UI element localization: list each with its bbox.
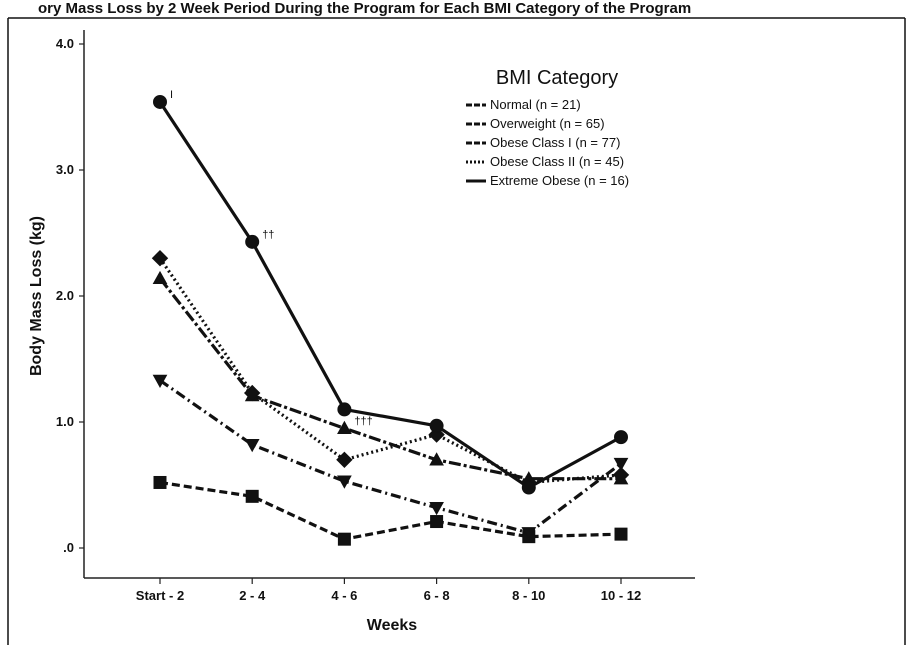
data-point (429, 418, 444, 433)
series-line (158, 277, 621, 481)
y-tick-label: 2.0 (56, 288, 74, 303)
data-point (429, 452, 444, 466)
legend-label: Overweight (n = 65) (490, 116, 605, 131)
data-point (429, 501, 444, 516)
data-point (153, 94, 167, 109)
legend-label: Obese Class I (n = 77) (490, 135, 620, 150)
y-axis-title: Body Mass Loss (kg) (28, 216, 45, 376)
data-point (152, 270, 168, 285)
legend-label: Extreme Obese (n = 16) (490, 173, 629, 188)
data-point (337, 532, 351, 546)
series-group (151, 94, 630, 546)
data-point (521, 527, 537, 541)
series-4 (153, 94, 628, 495)
axes: .0 1.0 2.0 3.0 4.0 Start - 2 2 - 4 4 - 6 6 - 8 8 … (56, 30, 695, 603)
data-point (151, 249, 169, 267)
data-point (243, 384, 261, 402)
data-point (614, 527, 628, 541)
y-tick-label: 3.0 (56, 162, 74, 177)
legend-label: Obese Class II (n = 45) (490, 154, 624, 169)
legend: BMI Category Normal (n = 21) Overweight (… (466, 67, 629, 188)
x-tick-label: 10 - 12 (601, 588, 641, 603)
annotation-label: †† (262, 229, 274, 241)
series-1 (152, 374, 629, 541)
legend-title: BMI Category (496, 67, 618, 89)
x-tick-label: 2 - 4 (239, 588, 266, 603)
chart-frame (7, 17, 906, 645)
data-point (337, 402, 352, 417)
x-tick-label: Start - 2 (136, 588, 184, 603)
data-point (430, 515, 444, 529)
data-point (153, 475, 167, 489)
data-point (244, 438, 260, 453)
x-axis-title: Weeks (367, 617, 418, 634)
data-point (337, 475, 352, 489)
series-line (159, 480, 622, 541)
data-point (614, 430, 628, 445)
data-point (245, 234, 260, 249)
x-tick-label: 4 - 6 (331, 588, 357, 603)
series-3 (151, 249, 630, 491)
series-line (158, 101, 622, 490)
data-point (245, 489, 259, 503)
y-tick-label: .0 (63, 540, 74, 555)
series-line (158, 257, 622, 485)
y-tick-label: 4.0 (56, 36, 74, 51)
data-point (336, 451, 353, 469)
data-point (613, 457, 629, 472)
chart-title: ory Mass Loss by 2 Week Period During th… (38, 0, 691, 17)
x-tick-label: 8 - 10 (512, 588, 545, 603)
annotation-label: I (170, 89, 173, 101)
y-tick-label: 1.0 (56, 414, 74, 429)
x-tick-label: 6 - 8 (424, 588, 450, 603)
data-point (521, 480, 536, 495)
annotation-label: ††† (354, 415, 372, 427)
data-point (152, 374, 168, 388)
data-point (337, 420, 352, 434)
series-line (159, 379, 622, 535)
series-0 (153, 475, 628, 546)
annotations: I††††† (170, 89, 373, 427)
data-point (612, 466, 630, 484)
legend-label: Normal (n = 21) (490, 97, 581, 112)
series-2 (152, 270, 629, 485)
